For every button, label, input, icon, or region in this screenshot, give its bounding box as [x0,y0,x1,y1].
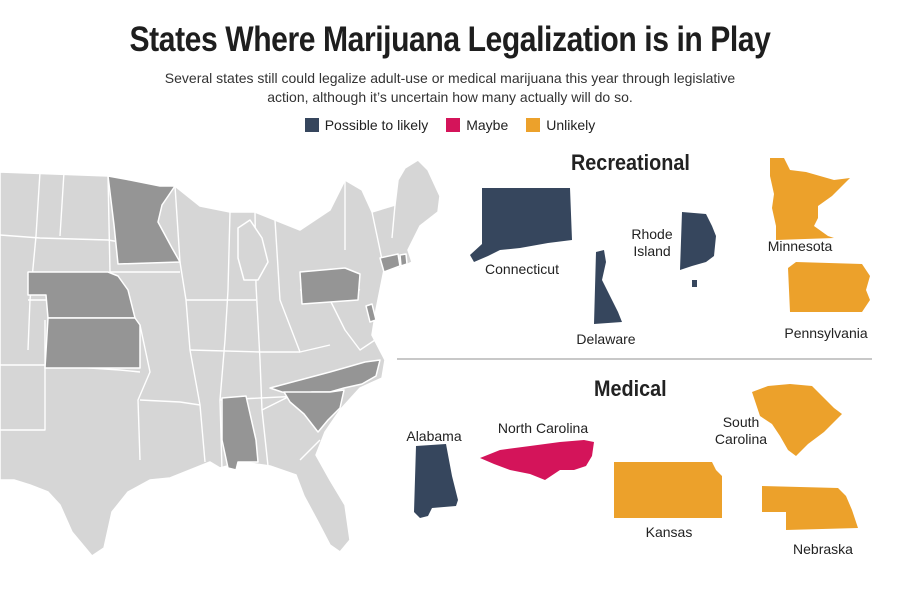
map-rhode-island [399,253,408,267]
legend-swatch-unlikely [526,118,541,132]
label-south-carolina-line2: Carolina [714,431,768,447]
map-pennsylvania [299,267,361,305]
label-north-carolina: North Carolina [497,420,589,436]
michigan [237,219,269,281]
label-rhode-island: Rhode Island [622,226,682,260]
shape-rhode-island [680,212,716,270]
label-minnesota: Minnesota [767,238,833,254]
label-alabama: Alabama [406,428,462,444]
shape-nebraska [762,486,858,530]
shape-kansas [614,462,722,518]
map-kansas [44,317,141,369]
shape-rhode-island-block [692,280,697,287]
label-south-carolina: South Carolina [706,414,776,448]
legend: Possible to likely Maybe Unlikely [0,117,900,133]
map-delaware [365,303,377,323]
map-minnesota [107,175,181,265]
label-pennsylvania: Pennsylvania [784,325,868,341]
legend-item-unlikely: Unlikely [526,117,595,133]
legend-item-maybe: Maybe [446,117,508,133]
shape-connecticut [470,188,572,262]
shape-north-carolina [480,440,594,480]
legend-swatch-possible [304,118,319,132]
map-alabama [221,395,259,471]
label-rhode-island-line1: Rhode [631,226,673,242]
legend-label-unlikely: Unlikely [546,117,596,133]
legend-item-possible: Possible to likely [304,117,429,133]
map-south-carolina [283,389,345,433]
label-connecticut: Connecticut [485,261,559,277]
label-delaware: Delaware [576,331,636,347]
section-title-medical: Medical [594,376,667,401]
shape-minnesota [770,158,850,240]
us-map [0,159,441,557]
legend-swatch-maybe [446,118,461,132]
label-rhode-island-line2: Island [633,243,671,259]
page-title: States Where Marijuana Legalization is i… [129,20,771,59]
map-connecticut [379,253,401,273]
label-nebraska: Nebraska [793,541,853,557]
subtitle: Several states still could legalize adul… [164,70,736,105]
label-kansas: Kansas [645,524,693,540]
legend-label-maybe: Maybe [466,117,509,133]
shape-pennsylvania [788,262,870,312]
section-title-recreational: Recreational [571,150,690,175]
section-divider [397,358,872,360]
legend-label-possible: Possible to likely [324,117,429,133]
label-south-carolina-line1: South [722,414,760,430]
shape-alabama [414,444,458,518]
shape-south-carolina [752,384,842,456]
shape-delaware [594,250,622,324]
